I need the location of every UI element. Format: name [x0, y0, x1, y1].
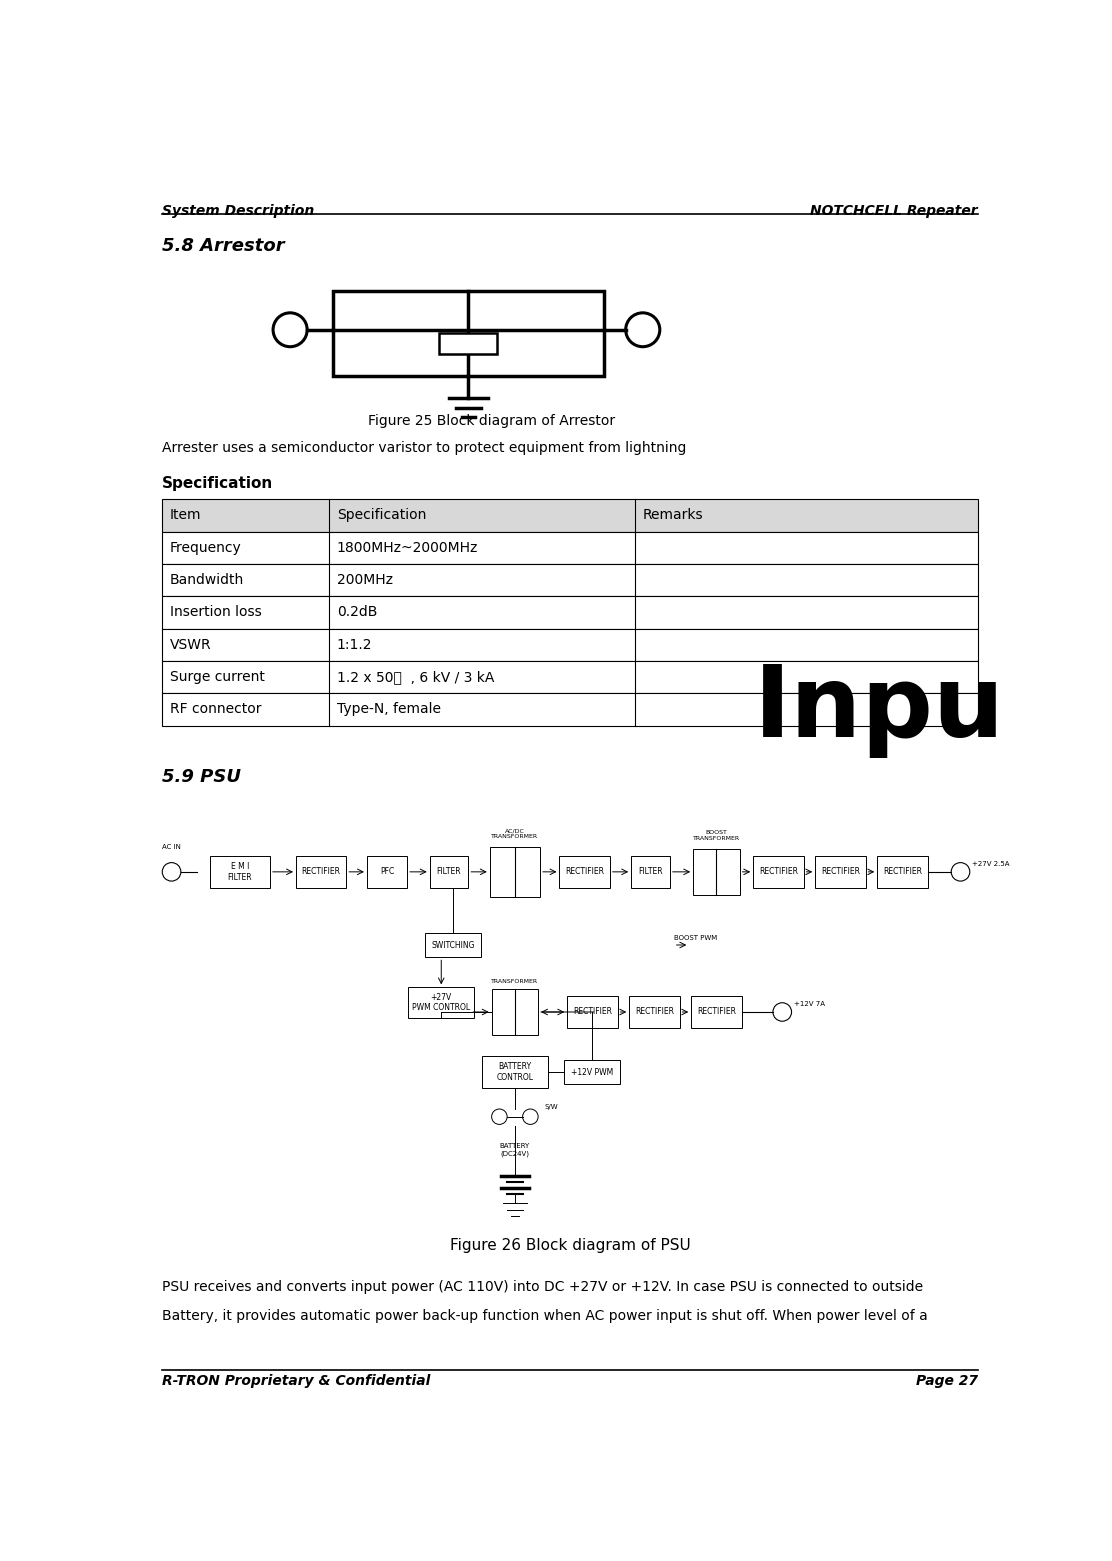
Bar: [162, 596, 977, 629]
Text: RECTIFIER: RECTIFIER: [697, 1007, 736, 1016]
Bar: [162, 629, 977, 660]
Bar: [753, 855, 804, 888]
Text: Figure 26 Block diagram of PSU: Figure 26 Block diagram of PSU: [449, 1238, 691, 1252]
Text: PSU receives and converts input power (AC 110V) into DC +27V or +12V. In case PS: PSU receives and converts input power (A…: [162, 1280, 923, 1294]
Text: FILTER: FILTER: [638, 868, 663, 876]
Text: 0.2dB: 0.2dB: [337, 606, 377, 620]
Text: RECTIFIER: RECTIFIER: [565, 868, 604, 876]
Text: BOOST PWM: BOOST PWM: [674, 935, 717, 941]
Bar: [209, 855, 270, 888]
Text: SWITCHING: SWITCHING: [431, 940, 475, 949]
Bar: [632, 855, 669, 888]
Text: RECTIFIER: RECTIFIER: [758, 868, 798, 876]
Bar: [162, 564, 977, 596]
Text: Figure 25 Block diagram of Arrestor: Figure 25 Block diagram of Arrestor: [368, 415, 615, 428]
Bar: [489, 846, 540, 898]
Text: PFC: PFC: [380, 868, 394, 876]
Text: +12V 7A: +12V 7A: [794, 1001, 825, 1007]
Bar: [815, 855, 865, 888]
Bar: [559, 855, 609, 888]
Bar: [162, 660, 977, 693]
Bar: [162, 693, 977, 726]
Text: 5.9 PSU: 5.9 PSU: [162, 768, 241, 785]
Bar: [567, 996, 617, 1029]
Bar: [693, 849, 739, 894]
Text: 1.2 x 50㎌  , 6 kV / 3 kA: 1.2 x 50㎌ , 6 kV / 3 kA: [337, 670, 494, 684]
Text: VSWR: VSWR: [170, 638, 211, 651]
Text: Inpu: Inpu: [754, 660, 1004, 759]
Bar: [367, 855, 407, 888]
Bar: [439, 332, 497, 354]
Text: Arrester uses a semiconductor varistor to protect equipment from lightning: Arrester uses a semiconductor varistor t…: [162, 442, 686, 456]
Text: RECTIFIER: RECTIFIER: [635, 1007, 674, 1016]
Bar: [629, 996, 679, 1029]
Text: Type-N, female: Type-N, female: [337, 702, 440, 716]
Text: BATTERY
(DC24V): BATTERY (DC24V): [499, 1143, 530, 1157]
Text: 5.8 Arrestor: 5.8 Arrestor: [162, 237, 285, 256]
Text: AC/DC
TRANSFORMER: AC/DC TRANSFORMER: [492, 829, 538, 840]
Bar: [492, 988, 538, 1035]
Text: FILTER: FILTER: [437, 868, 461, 876]
Text: Specification: Specification: [162, 476, 274, 492]
Text: TRANSFORMER: TRANSFORMER: [492, 979, 538, 985]
Text: 200MHz: 200MHz: [337, 573, 393, 587]
Text: Specification: Specification: [337, 509, 426, 523]
Text: R-TRON Proprietary & Confidential: R-TRON Proprietary & Confidential: [162, 1374, 430, 1388]
Text: Bandwidth: Bandwidth: [170, 573, 245, 587]
Text: E M I
FILTER: E M I FILTER: [228, 862, 252, 882]
Bar: [877, 855, 927, 888]
Text: +12V PWM: +12V PWM: [572, 1068, 614, 1077]
Bar: [425, 932, 480, 957]
Bar: [332, 292, 604, 376]
Text: NOTCHCELL Repeater: NOTCHCELL Repeater: [810, 204, 977, 219]
Text: Frequency: Frequency: [170, 540, 241, 554]
Bar: [481, 1055, 548, 1088]
Text: +27V 2.5A: +27V 2.5A: [972, 862, 1010, 868]
Text: Page 27: Page 27: [915, 1374, 977, 1388]
Text: RECTIFIER: RECTIFIER: [573, 1007, 612, 1016]
Text: Battery, it provides automatic power back-up function when AC power input is shu: Battery, it provides automatic power bac…: [162, 1310, 929, 1324]
Text: Insertion loss: Insertion loss: [170, 606, 261, 620]
Text: BATTERY
CONTROL: BATTERY CONTROL: [496, 1063, 534, 1082]
Text: S/W: S/W: [545, 1104, 558, 1110]
Text: BOOST
TRANSFORMER: BOOST TRANSFORMER: [693, 830, 739, 841]
Text: Surge current: Surge current: [170, 670, 265, 684]
Bar: [408, 988, 474, 1018]
Text: RECTIFIER: RECTIFIER: [821, 868, 860, 876]
Text: AC IN: AC IN: [162, 845, 181, 851]
Bar: [296, 855, 346, 888]
Text: Item: Item: [170, 509, 201, 523]
Text: +27V
PWM CONTROL: +27V PWM CONTROL: [413, 993, 470, 1013]
Text: RECTIFIER: RECTIFIER: [301, 868, 340, 876]
Bar: [162, 500, 977, 531]
Bar: [429, 855, 468, 888]
Text: RECTIFIER: RECTIFIER: [883, 868, 922, 876]
Text: System Description: System Description: [162, 204, 315, 219]
Bar: [565, 1060, 620, 1085]
Bar: [162, 531, 977, 564]
Text: 1800MHz~2000MHz: 1800MHz~2000MHz: [337, 540, 478, 554]
Text: 1:1.2: 1:1.2: [337, 638, 373, 651]
Bar: [692, 996, 742, 1029]
Text: RF connector: RF connector: [170, 702, 261, 716]
Text: Remarks: Remarks: [643, 509, 704, 523]
